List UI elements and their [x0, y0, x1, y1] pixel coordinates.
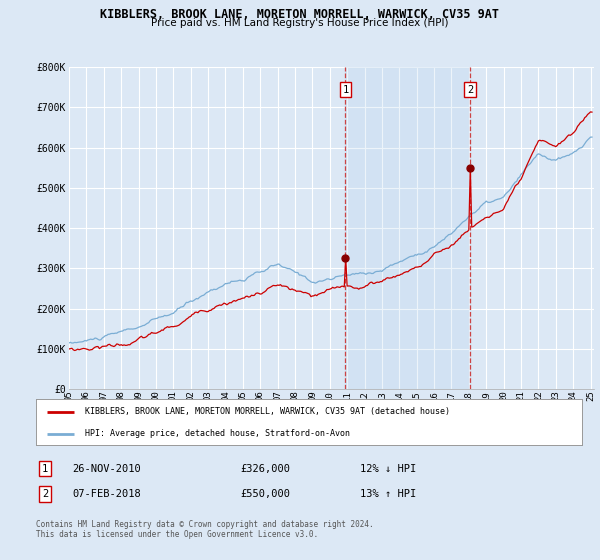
Text: Price paid vs. HM Land Registry's House Price Index (HPI): Price paid vs. HM Land Registry's House …	[151, 18, 449, 29]
Text: 12% ↓ HPI: 12% ↓ HPI	[360, 464, 416, 474]
Text: £550,000: £550,000	[240, 489, 290, 499]
Text: KIBBLERS, BROOK LANE, MORETON MORRELL, WARWICK, CV35 9AT (detached house): KIBBLERS, BROOK LANE, MORETON MORRELL, W…	[85, 407, 450, 416]
Text: 2: 2	[467, 85, 473, 95]
Text: Contains HM Land Registry data © Crown copyright and database right 2024.
This d: Contains HM Land Registry data © Crown c…	[36, 520, 374, 539]
Text: 07-FEB-2018: 07-FEB-2018	[72, 489, 141, 499]
Text: HPI: Average price, detached house, Stratford-on-Avon: HPI: Average price, detached house, Stra…	[85, 429, 350, 438]
Text: £326,000: £326,000	[240, 464, 290, 474]
Text: 26-NOV-2010: 26-NOV-2010	[72, 464, 141, 474]
Text: 1: 1	[342, 85, 349, 95]
Text: 1: 1	[42, 464, 48, 474]
Text: KIBBLERS, BROOK LANE, MORETON MORRELL, WARWICK, CV35 9AT: KIBBLERS, BROOK LANE, MORETON MORRELL, W…	[101, 8, 499, 21]
Text: 13% ↑ HPI: 13% ↑ HPI	[360, 489, 416, 499]
Text: 2: 2	[42, 489, 48, 499]
Bar	[346, 67, 470, 389]
